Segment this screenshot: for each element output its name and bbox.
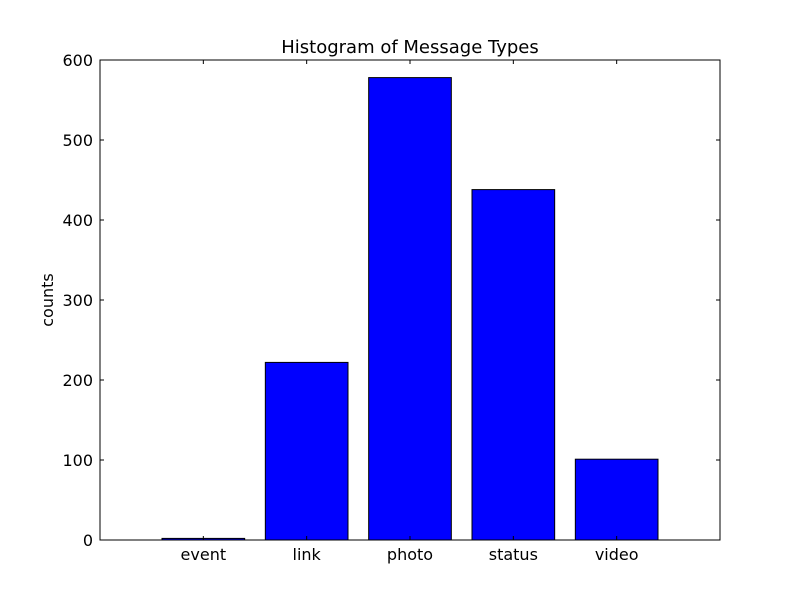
bar-link [264,361,349,541]
bar-status [471,189,556,541]
y-tick-label-400: 400 [62,211,93,230]
y-tick-label-200: 200 [62,371,93,390]
x-tick-label-video: video [595,545,639,564]
x-tick-label-photo: photo [387,545,433,564]
bar-video [574,458,659,541]
bar-photo [368,77,452,541]
plot-frame [99,59,721,541]
x-tick-label-event: event [181,545,227,564]
y-tick-label-100: 100 [62,451,93,470]
tick-labels-group: event link photo status video 0 100 200 300 400 50… [62,51,638,564]
y-tick-label-600: 600 [62,51,93,70]
chart-title: Histogram of Message Types [281,37,539,58]
y-tick-label-500: 500 [62,131,93,150]
y-axis-label: counts [38,273,57,326]
x-tick-label-status: status [489,545,538,564]
x-tick-label-link: link [293,545,322,564]
y-tick-label-0: 0 [83,531,93,550]
bars-group [161,77,659,541]
y-tick-label-300: 300 [62,291,93,310]
